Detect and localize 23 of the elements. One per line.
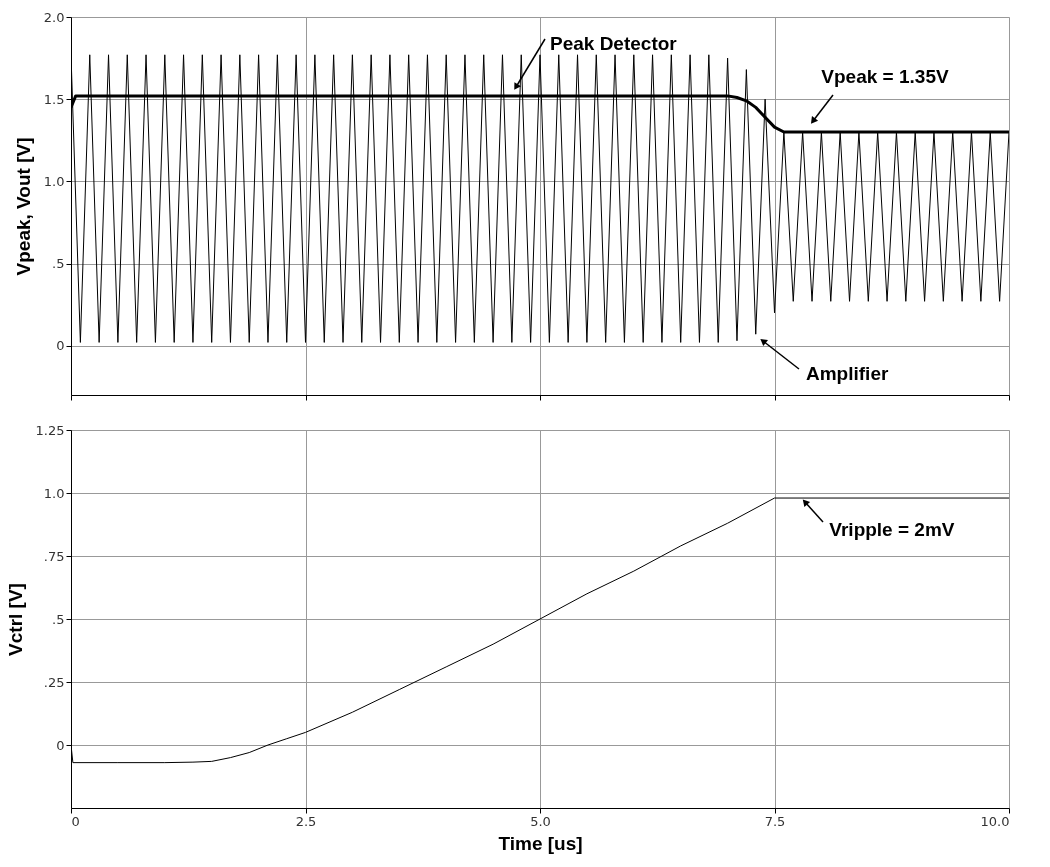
y-axis-title: Vpeak, Vout [V] bbox=[12, 137, 34, 276]
text: Amplifier bbox=[806, 363, 889, 384]
y-tick-label: 1.25 bbox=[35, 422, 65, 438]
x-axis-title: Time [us] bbox=[498, 832, 583, 854]
text: Peak Detector bbox=[550, 33, 678, 54]
annotation: Vripple = 2mV bbox=[829, 519, 955, 541]
y-tick-label: 2.0 bbox=[43, 9, 65, 25]
y-tick-label: 1.5 bbox=[43, 91, 65, 107]
y-tick-label: 1.0 bbox=[43, 485, 65, 501]
y-tick-label: .5 bbox=[52, 256, 65, 272]
y-tick-label: 1.0 bbox=[43, 173, 65, 189]
y-axis-title: Vctrl [V] bbox=[4, 583, 26, 656]
y-tick-label: 0 bbox=[56, 737, 65, 753]
x-tick-label: 0 bbox=[71, 813, 80, 829]
x-tick-label: 2.5 bbox=[295, 813, 317, 829]
y-tick-label: 0 bbox=[56, 338, 65, 354]
x-tick-label: 10.0 bbox=[980, 813, 1010, 829]
y-tick-label: .75 bbox=[43, 548, 65, 564]
annotation: Vpeak = 1.35V bbox=[821, 66, 949, 88]
y-tick-label: .5 bbox=[52, 611, 65, 627]
x-tick-label: 7.5 bbox=[764, 813, 786, 829]
y-tick-label: .25 bbox=[43, 674, 65, 690]
x-tick-label: 5.0 bbox=[530, 813, 551, 829]
